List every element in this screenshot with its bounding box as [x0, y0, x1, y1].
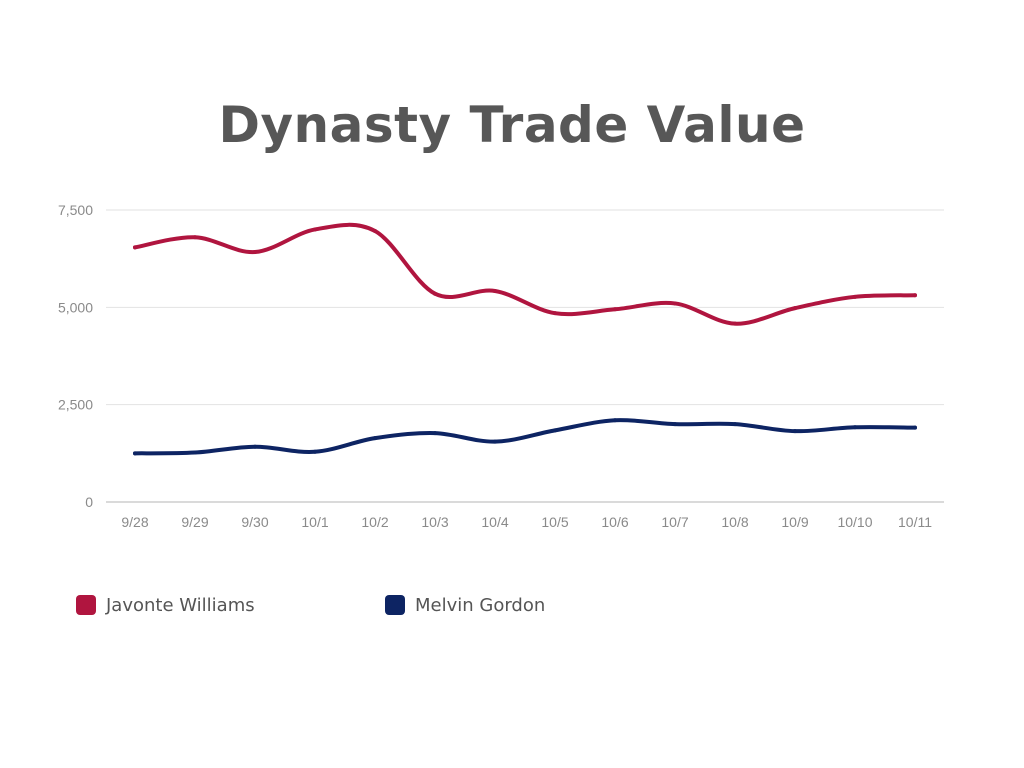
- data-point-melvin-gordon: [733, 422, 737, 427]
- chart-title: Dynasty Trade Value: [218, 96, 806, 154]
- legend-item-melvin-gordon: Melvin Gordon: [385, 593, 545, 617]
- data-point-javonte-williams: [433, 291, 437, 296]
- data-point-javonte-williams: [793, 306, 797, 311]
- data-point-javonte-williams: [373, 229, 377, 234]
- x-tick-label: 10/1: [301, 514, 328, 530]
- data-point-javonte-williams: [193, 235, 197, 240]
- x-tick-label: 10/6: [601, 514, 628, 530]
- data-point-melvin-gordon: [913, 425, 917, 430]
- data-point-melvin-gordon: [253, 444, 257, 449]
- x-tick-label: 10/7: [661, 514, 688, 530]
- y-tick-label: 5,000: [58, 299, 93, 315]
- data-point-melvin-gordon: [553, 428, 557, 433]
- x-tick-label: 9/29: [181, 514, 208, 530]
- data-point-javonte-williams: [133, 245, 137, 250]
- data-point-javonte-williams: [253, 250, 257, 255]
- data-point-javonte-williams: [913, 293, 917, 298]
- x-tick-label: 10/11: [898, 514, 932, 530]
- data-point-javonte-williams: [313, 227, 317, 232]
- data-point-javonte-williams: [553, 311, 557, 316]
- data-point-javonte-williams: [673, 301, 677, 306]
- x-tick-label: 10/5: [541, 514, 568, 530]
- y-tick-label: 2,500: [58, 397, 93, 413]
- data-point-melvin-gordon: [373, 436, 377, 441]
- data-point-javonte-williams: [733, 321, 737, 326]
- series-line-javonte-williams: [133, 222, 917, 326]
- gridlines: [106, 209, 944, 406]
- x-tick-label: 10/9: [781, 514, 808, 530]
- data-point-javonte-williams: [853, 294, 857, 299]
- data-point-javonte-williams: [613, 307, 617, 312]
- legend-swatch-javonte-williams: [76, 595, 96, 615]
- y-tick-label: 7,500: [58, 202, 93, 218]
- x-tick-label: 10/2: [361, 514, 388, 530]
- legend-label-javonte-williams: Javonte Williams: [106, 594, 255, 616]
- y-tick-label: 0: [85, 494, 93, 510]
- x-tick-label: 9/30: [241, 514, 268, 530]
- data-point-melvin-gordon: [133, 451, 137, 456]
- legend-swatch-melvin-gordon: [385, 595, 405, 615]
- data-point-melvin-gordon: [673, 422, 677, 427]
- x-tick-label: 10/10: [837, 514, 872, 530]
- series-line-melvin-gordon: [133, 418, 917, 456]
- data-point-melvin-gordon: [193, 450, 197, 455]
- data-point-javonte-williams: [493, 288, 497, 293]
- data-point-melvin-gordon: [313, 449, 317, 454]
- data-point-melvin-gordon: [793, 429, 797, 434]
- x-tick-label: 9/28: [121, 514, 148, 530]
- legend-item-javonte-williams: Javonte Williams: [76, 593, 255, 617]
- legend-label-melvin-gordon: Melvin Gordon: [415, 594, 546, 616]
- tick-labels: 0 2,500 5,000 7,500 9/28 9/29 9/30 10/1 10/2 10/3…: [58, 202, 932, 530]
- series-lines: [133, 222, 917, 456]
- data-point-melvin-gordon: [853, 425, 857, 430]
- data-point-melvin-gordon: [493, 439, 497, 444]
- data-point-melvin-gordon: [613, 418, 617, 423]
- x-tick-label: 10/3: [421, 514, 448, 530]
- data-point-melvin-gordon: [433, 431, 437, 436]
- x-tick-label: 10/4: [481, 514, 508, 530]
- x-tick-label: 10/8: [721, 514, 748, 530]
